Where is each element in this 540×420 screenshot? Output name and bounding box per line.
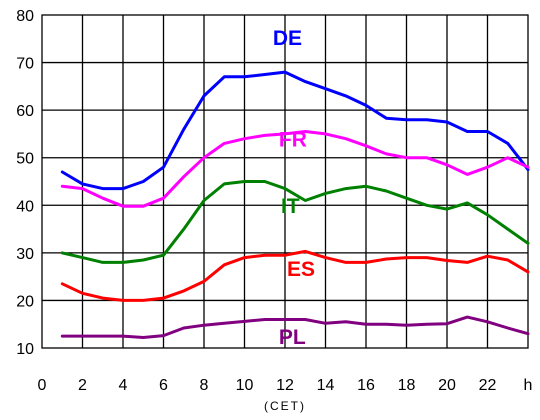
x-tick-label: 16: [357, 377, 375, 394]
series-label-fr: FR: [279, 128, 307, 151]
x-tick-label: h: [524, 377, 533, 394]
series-line-pl: [60, 315, 530, 339]
series-line-es: [60, 249, 530, 302]
series-label-es: ES: [287, 258, 315, 281]
series-label-it: IT: [281, 195, 300, 218]
y-tick-label: 20: [16, 293, 34, 310]
y-axis-tick-labels: 10 20 30 40 50 60 70 80: [16, 8, 34, 358]
y-tick-label: 80: [16, 8, 34, 25]
y-tick-label: 60: [16, 103, 34, 120]
series-labels: DE FR IT ES PL: [273, 27, 315, 349]
x-tick-label: 12: [276, 377, 294, 394]
x-tick-label: 6: [159, 377, 168, 394]
plot-area-frame: [41, 14, 529, 349]
y-tick-label: 30: [16, 246, 34, 263]
series-line-it: [60, 180, 530, 264]
x-tick-label: 4: [119, 377, 128, 394]
x-tick-label: 2: [78, 377, 87, 394]
x-axis-tick-labels: 0 2 4 6 8 10 12 14 16 18 20 22 h: [38, 377, 533, 394]
x-axis-unit-label: (CET): [264, 399, 306, 413]
y-tick-label: 10: [16, 341, 34, 358]
x-tick-label: 14: [317, 377, 335, 394]
series-label-pl: PL: [279, 326, 306, 349]
y-tick-label: 70: [16, 56, 34, 73]
y-tick-label: 50: [16, 151, 34, 168]
series-label-de: DE: [273, 27, 302, 50]
x-tick-label: 20: [438, 377, 456, 394]
x-tick-label: 8: [200, 377, 209, 394]
x-tick-label: 18: [398, 377, 416, 394]
y-tick-label: 40: [16, 198, 34, 215]
series-line-fr: [60, 130, 530, 208]
series-line-de: [60, 70, 530, 191]
series-lines: [60, 70, 530, 339]
grid-lines: [42, 15, 528, 348]
x-tick-label: 0: [38, 377, 47, 394]
x-tick-label: 22: [479, 377, 497, 394]
x-tick-label: 10: [236, 377, 254, 394]
